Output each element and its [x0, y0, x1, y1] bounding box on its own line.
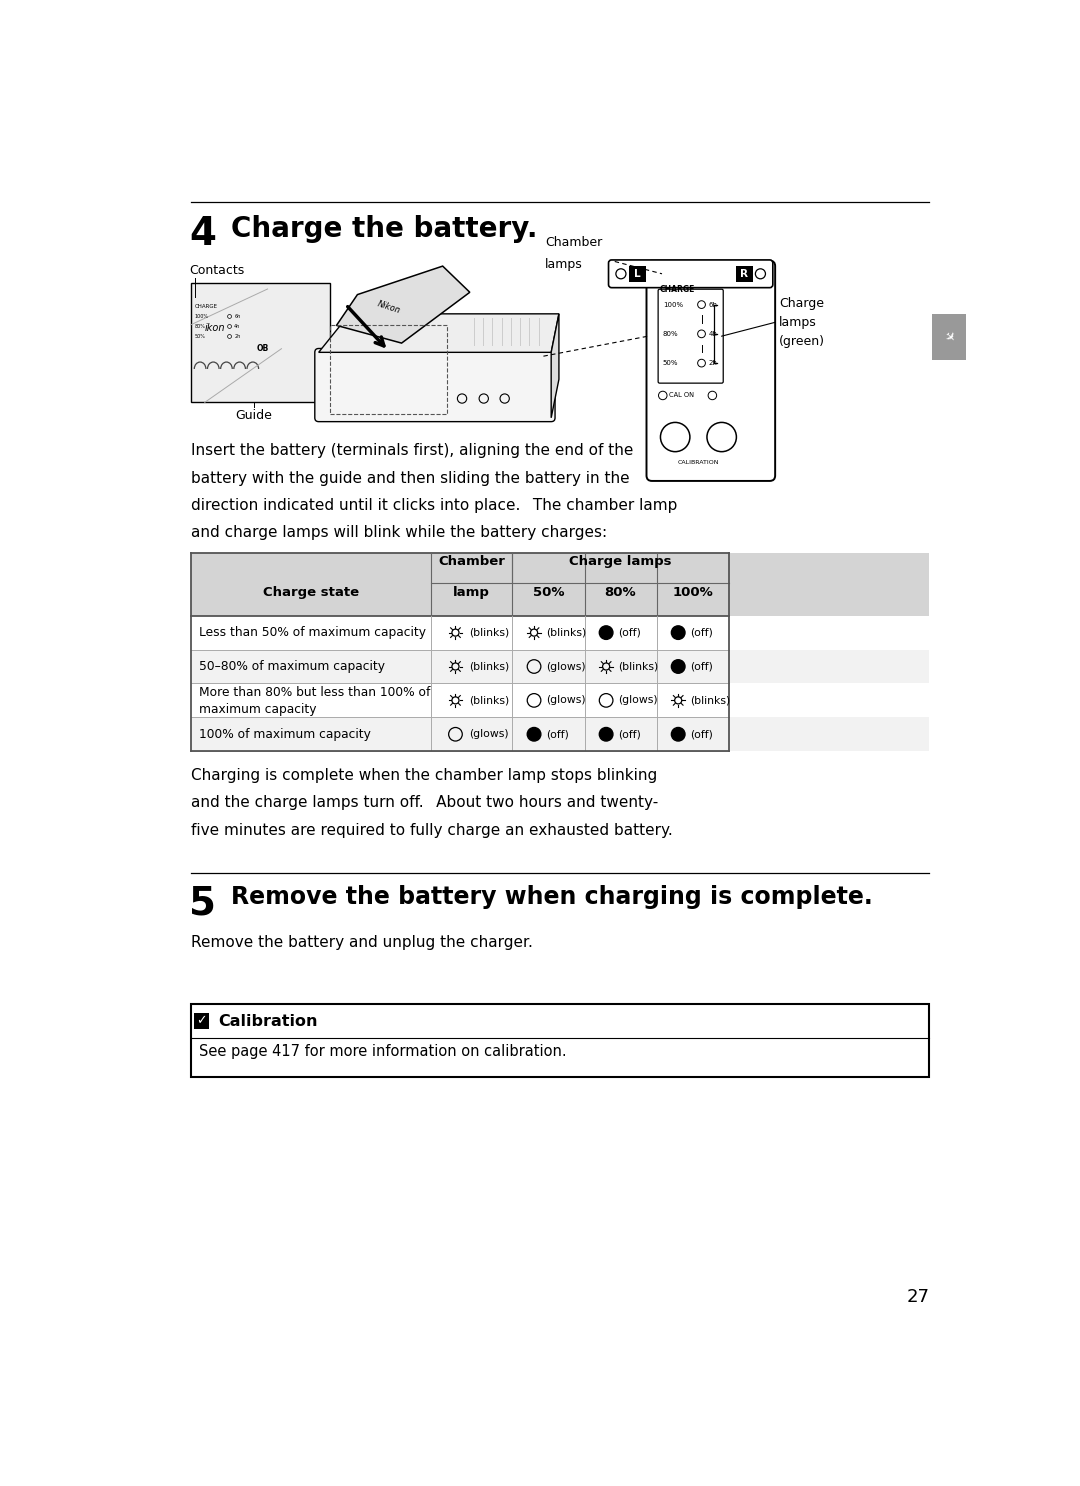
Text: 6h: 6h	[708, 302, 717, 308]
Text: maximum capacity: maximum capacity	[199, 703, 316, 716]
Text: (glows): (glows)	[546, 661, 586, 672]
Text: ✓: ✓	[197, 1015, 207, 1028]
Text: ✈: ✈	[941, 328, 957, 345]
Text: (off): (off)	[546, 730, 569, 739]
Text: 6h: 6h	[234, 314, 241, 319]
Text: 50–80% of maximum capacity: 50–80% of maximum capacity	[199, 660, 384, 673]
Text: 50%: 50%	[194, 334, 205, 339]
Text: (off): (off)	[690, 661, 713, 672]
Text: 100%: 100%	[663, 302, 683, 308]
Text: battery with the guide and then sliding the battery in the: battery with the guide and then sliding …	[191, 471, 630, 486]
Text: 5: 5	[189, 884, 216, 923]
Text: Guide: Guide	[235, 409, 272, 422]
Text: (off): (off)	[690, 730, 713, 739]
Text: Chamber: Chamber	[545, 236, 603, 250]
Text: Remove the battery and unplug the charger.: Remove the battery and unplug the charge…	[191, 935, 532, 950]
Text: 100%: 100%	[194, 314, 208, 319]
Text: Charging is complete when the chamber lamp stops blinking: Charging is complete when the chamber la…	[191, 768, 657, 783]
Text: Chamber: Chamber	[438, 554, 505, 568]
Text: See page 417 for more information on calibration.: See page 417 for more information on cal…	[199, 1045, 566, 1060]
Bar	[629, 266, 646, 281]
Text: 2h: 2h	[234, 334, 241, 339]
Text: 27: 27	[906, 1287, 930, 1306]
Text: 80%: 80%	[663, 331, 678, 337]
Text: 50%: 50%	[663, 360, 678, 366]
Bar	[191, 718, 930, 752]
Text: and charge lamps will blink while the battery charges:: and charge lamps will blink while the ba…	[191, 525, 607, 541]
Bar	[191, 615, 930, 649]
Circle shape	[672, 728, 685, 742]
Bar	[191, 1005, 930, 1077]
Text: (off): (off)	[619, 730, 642, 739]
Text: Less than 50% of maximum capacity: Less than 50% of maximum capacity	[199, 626, 426, 639]
Text: Charge the battery.: Charge the battery.	[231, 215, 538, 244]
Bar	[191, 684, 930, 718]
Text: (glows): (glows)	[619, 695, 658, 706]
Text: (blinks): (blinks)	[546, 627, 586, 637]
Text: (blinks): (blinks)	[470, 627, 510, 637]
Text: Charge lamps: Charge lamps	[569, 554, 672, 568]
Text: 4h: 4h	[234, 324, 241, 328]
Text: 80%: 80%	[605, 585, 636, 599]
Polygon shape	[337, 266, 470, 343]
Text: Charge state: Charge state	[262, 585, 359, 599]
Text: Contacts: Contacts	[189, 265, 244, 276]
Text: CAL ON: CAL ON	[669, 392, 694, 398]
Text: R: R	[740, 269, 748, 279]
Text: OB: OB	[257, 345, 269, 354]
Text: Nikon: Nikon	[376, 300, 401, 315]
Bar	[735, 266, 753, 281]
Circle shape	[672, 626, 685, 639]
FancyBboxPatch shape	[647, 260, 775, 481]
Bar	[330, 325, 446, 415]
Polygon shape	[319, 314, 559, 352]
Bar	[191, 649, 930, 684]
FancyBboxPatch shape	[658, 290, 724, 383]
Text: lamp: lamp	[454, 585, 490, 599]
Text: (blinks): (blinks)	[470, 661, 510, 672]
Text: (off): (off)	[690, 627, 713, 637]
Text: (blinks): (blinks)	[619, 661, 659, 672]
Text: (off): (off)	[619, 627, 642, 637]
Text: 100% of maximum capacity: 100% of maximum capacity	[199, 728, 370, 740]
Text: Charge: Charge	[779, 297, 824, 309]
Polygon shape	[551, 314, 559, 418]
Bar	[194, 1013, 210, 1028]
Text: lamps: lamps	[779, 317, 816, 328]
Text: CALIBRATION: CALIBRATION	[677, 461, 719, 465]
Text: CHARGE: CHARGE	[194, 305, 218, 309]
Text: (green): (green)	[779, 334, 825, 348]
Text: Remove the battery when charging is complete.: Remove the battery when charging is comp…	[231, 884, 873, 909]
Text: ikon: ikon	[205, 324, 226, 333]
Circle shape	[527, 728, 541, 742]
FancyBboxPatch shape	[608, 260, 773, 288]
Text: lamps: lamps	[545, 257, 583, 270]
Text: CHARGE: CHARGE	[660, 285, 696, 294]
Text: five minutes are required to fully charge an exhausted battery.: five minutes are required to fully charg…	[191, 823, 673, 838]
Text: L: L	[634, 269, 640, 279]
Text: and the charge lamps turn off.  About two hours and twenty-: and the charge lamps turn off. About two…	[191, 795, 658, 810]
Text: 80%: 80%	[194, 324, 205, 328]
Circle shape	[599, 728, 613, 742]
Text: 4: 4	[189, 215, 216, 253]
Bar	[191, 553, 930, 615]
Text: 50%: 50%	[532, 585, 564, 599]
Text: Calibration: Calibration	[218, 1013, 318, 1028]
Text: (glows): (glows)	[470, 730, 509, 739]
Text: (blinks): (blinks)	[690, 695, 731, 706]
Text: direction indicated until it clicks into place.  The chamber lamp: direction indicated until it clicks into…	[191, 498, 677, 513]
Text: Insert the battery (terminals first), aligning the end of the: Insert the battery (terminals first), al…	[191, 443, 633, 458]
Bar	[932, 314, 966, 360]
Text: (blinks): (blinks)	[470, 695, 510, 706]
Text: (glows): (glows)	[546, 695, 586, 706]
Text: More than 80% but less than 100% of: More than 80% but less than 100% of	[199, 687, 430, 700]
Text: 2h: 2h	[708, 360, 717, 366]
Circle shape	[672, 660, 685, 673]
Text: 100%: 100%	[672, 585, 713, 599]
Text: 4h: 4h	[708, 331, 717, 337]
Circle shape	[599, 626, 613, 639]
Bar	[191, 282, 330, 403]
FancyBboxPatch shape	[314, 349, 555, 422]
